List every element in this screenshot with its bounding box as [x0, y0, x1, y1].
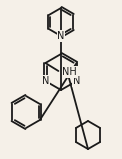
Text: N: N	[57, 31, 65, 41]
Text: N: N	[73, 76, 80, 86]
Text: N: N	[42, 76, 49, 86]
Text: NH: NH	[62, 67, 77, 77]
